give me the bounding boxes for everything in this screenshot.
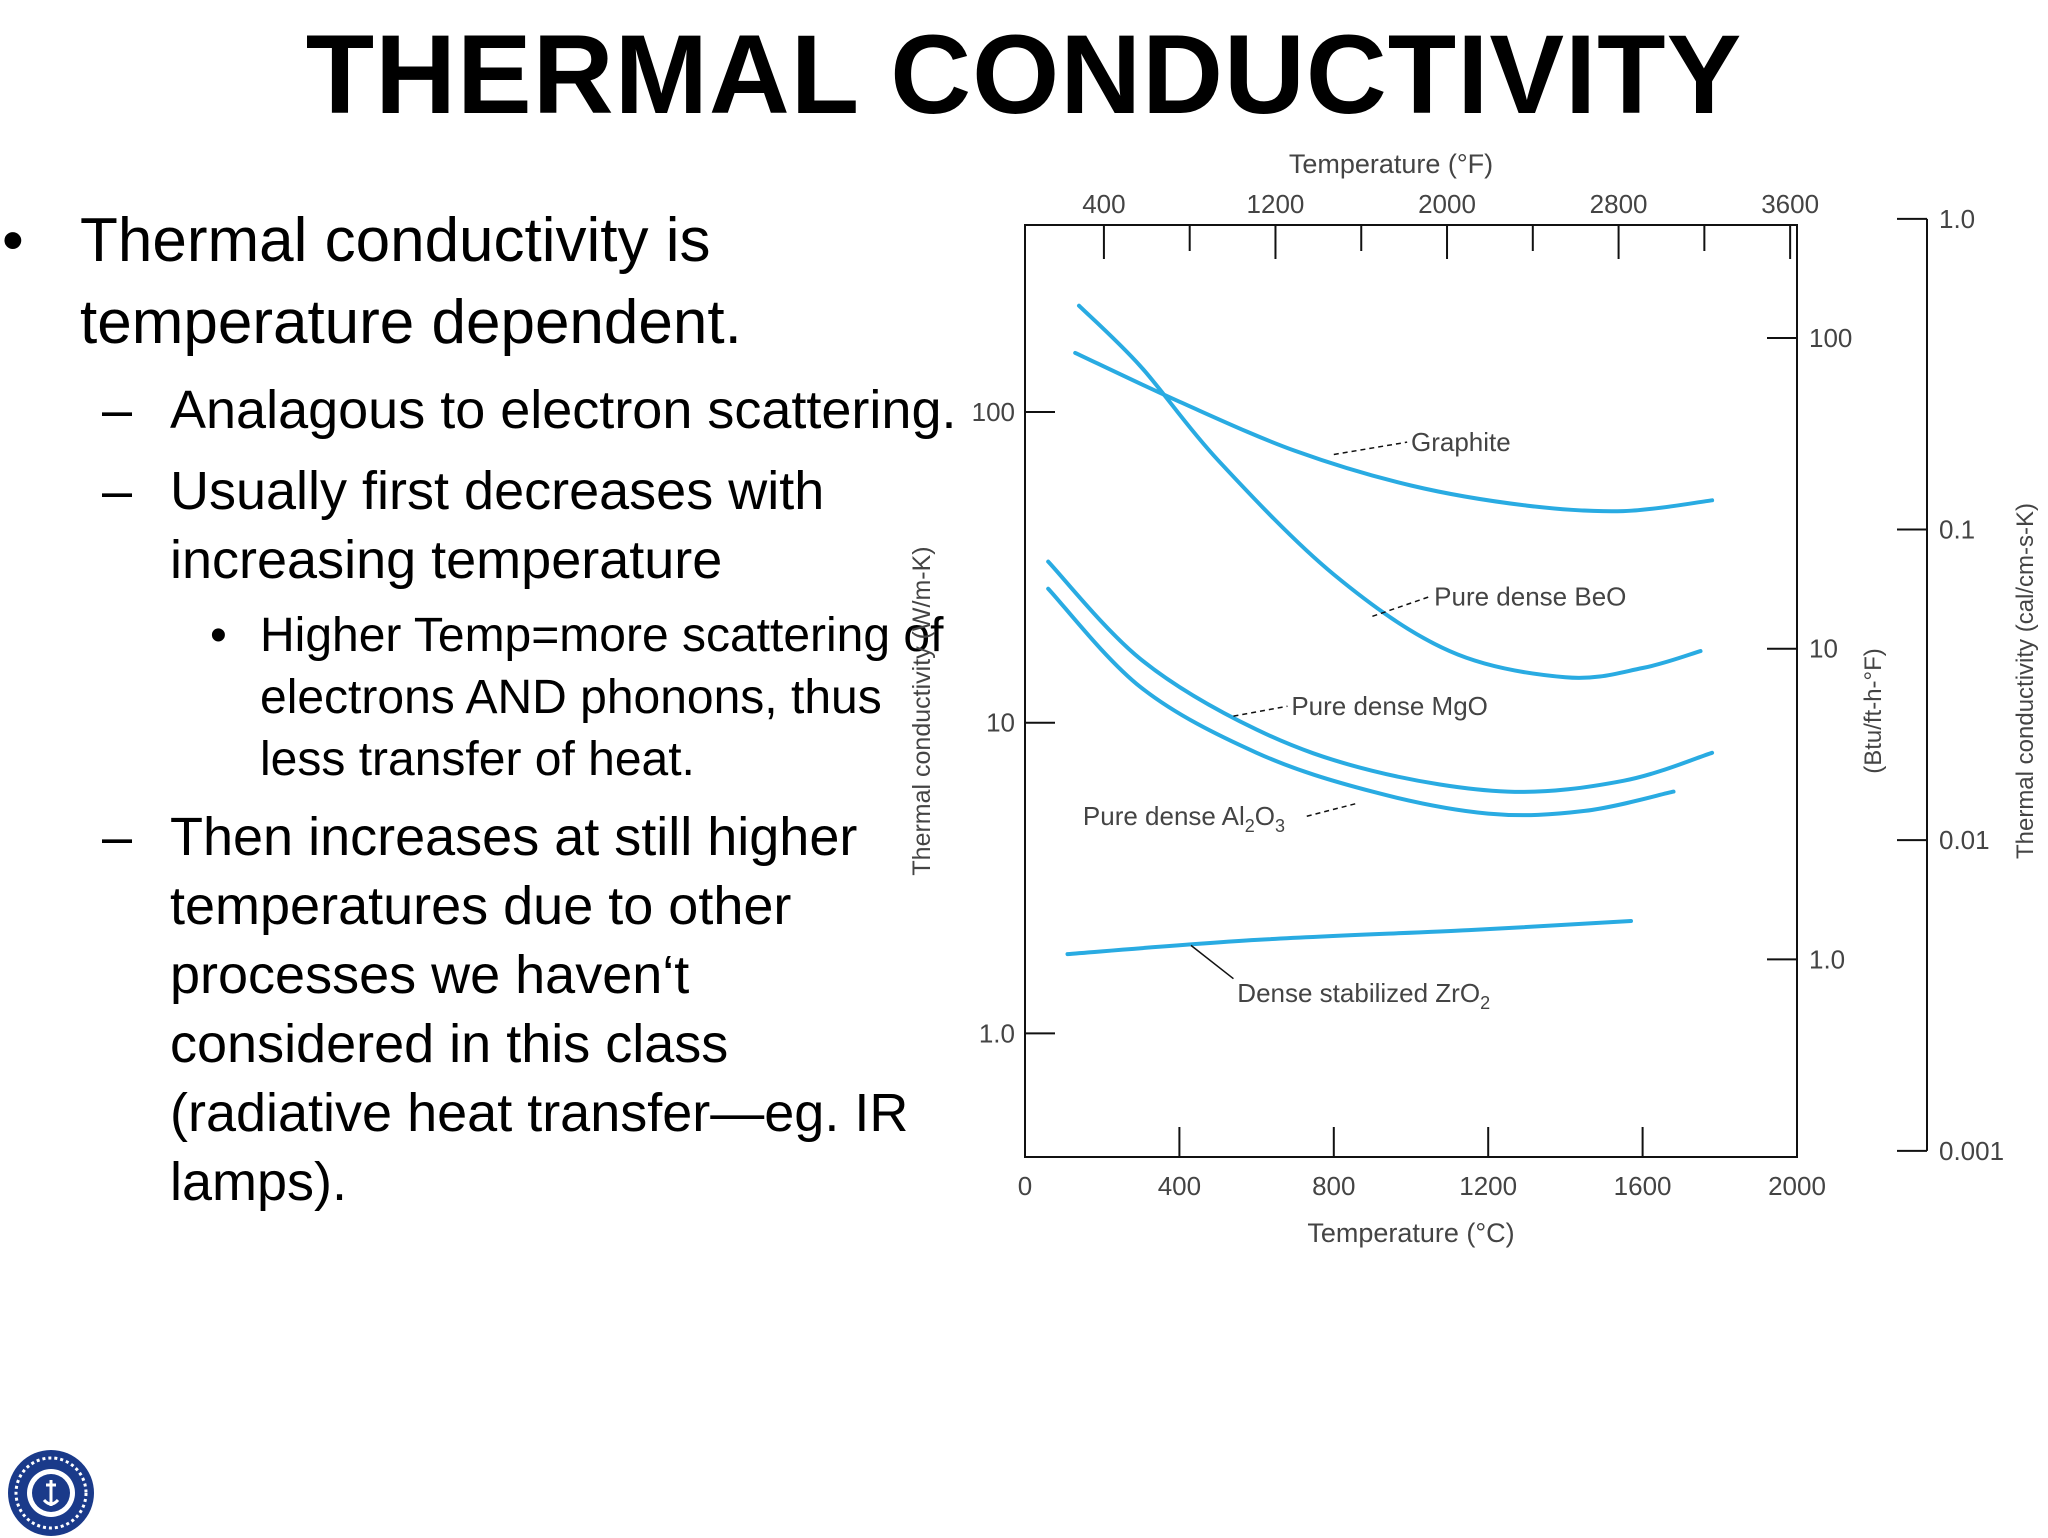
sub-sub-bullet-text: Higher Temp=more scattering of electrons… bbox=[260, 609, 944, 786]
series-mgo bbox=[1046, 559, 1715, 794]
series-graphite bbox=[1073, 350, 1715, 514]
x-top-tick-label: 2000 bbox=[1418, 189, 1476, 219]
leader-beo bbox=[1372, 595, 1431, 618]
annotation-beo: Pure dense BeO bbox=[1434, 581, 1626, 611]
x-top-tick-label: 2800 bbox=[1590, 189, 1648, 219]
dash-marker: – bbox=[102, 807, 133, 867]
annotation-graphite: Graphite bbox=[1411, 427, 1511, 457]
y-right1-axis-label: (Btu/ft-h-°F) bbox=[1860, 648, 1887, 774]
university-seal-logo bbox=[8, 1450, 94, 1536]
x-top-tick-label: 1200 bbox=[1247, 189, 1305, 219]
x-axis-label: Temperature (°C) bbox=[1307, 1218, 1514, 1248]
chart-labels: 0 400 800 1200 1600 2000 Temperature (°C) 400 12… bbox=[908, 149, 2039, 1248]
x-tick-label: 2000 bbox=[1768, 1171, 1826, 1201]
annotation-zro2: Dense stabilized ZrO2 bbox=[1237, 978, 1490, 1013]
y-right1-tick-label: 10 bbox=[1809, 634, 1838, 664]
y-right2-tick-label: 0.001 bbox=[1939, 1136, 2004, 1166]
dash-marker: – bbox=[102, 461, 133, 521]
leader-zro2 bbox=[1190, 944, 1234, 980]
leader-al2o3 bbox=[1306, 802, 1358, 817]
y-axis-label: Thermal conductivity (W/m-K) bbox=[908, 546, 936, 875]
y-right2-tick-label: 0.1 bbox=[1939, 514, 1975, 544]
small-bullet-marker: • bbox=[210, 609, 227, 662]
y-right1-tick-label: 1.0 bbox=[1809, 944, 1845, 974]
y-right2-tick-label: 1.0 bbox=[1939, 204, 1975, 234]
sub-bullet-1-text: Analagous to electron scattering. bbox=[170, 380, 957, 440]
leader-mgo bbox=[1233, 705, 1288, 717]
dash-marker: – bbox=[102, 380, 133, 440]
y-tick-label: 100 bbox=[972, 397, 1015, 427]
x-tick-label: 1200 bbox=[1459, 1171, 1517, 1201]
bullet-marker: • bbox=[2, 206, 24, 275]
sub-bullet-1: – Analagous to electron scattering. bbox=[0, 376, 960, 445]
plot-frame bbox=[1024, 224, 1798, 1158]
sub-sub-bullet: • Higher Temp=more scattering of electro… bbox=[0, 605, 960, 791]
slide-title: THERMAL CONDUCTIVITY bbox=[305, 12, 1743, 137]
y-right2-axis-label: Thermal conductivity (cal/cm-s-K) bbox=[2012, 503, 2039, 859]
annotation-mgo: Pure dense MgO bbox=[1291, 691, 1488, 721]
x-tick-label: 1600 bbox=[1614, 1171, 1672, 1201]
series-zro2 bbox=[1065, 919, 1633, 957]
thermal-conductivity-chart: 0 400 800 1200 1600 2000 Temperature (°C) 400 12… bbox=[908, 149, 2039, 1248]
y-right2-tick-label: 0.01 bbox=[1939, 825, 1990, 855]
chart-axes bbox=[1024, 217, 1928, 1158]
leader-graphite bbox=[1333, 441, 1408, 456]
bullet-list: • Thermal conductivity is temperature de… bbox=[0, 200, 960, 1217]
annotation-al2o3: Pure dense Al2O3 bbox=[1083, 801, 1285, 836]
x-tick-label: 800 bbox=[1312, 1171, 1355, 1201]
y-tick-label: 10 bbox=[986, 708, 1015, 738]
bullet-main: • Thermal conductivity is temperature de… bbox=[0, 200, 960, 364]
sub-bullet-2-text: Usually first decreases with increasing … bbox=[170, 461, 825, 590]
x-tick-label: 400 bbox=[1158, 1171, 1201, 1201]
sub-bullet-2: – Usually first decreases with increasin… bbox=[0, 457, 960, 595]
series-beo bbox=[1077, 303, 1703, 680]
x-tick-label: 0 bbox=[1018, 1171, 1032, 1201]
chart-series bbox=[1046, 303, 1715, 957]
x-top-tick-label: 400 bbox=[1082, 189, 1125, 219]
sub-bullet-3: – Then increases at still higher tempera… bbox=[0, 803, 960, 1217]
bullet-main-text: Thermal conductivity is temperature depe… bbox=[80, 206, 742, 357]
sub-bullet-3-text: Then increases at still higher temperatu… bbox=[170, 807, 909, 1212]
y-tick-label: 1.0 bbox=[979, 1018, 1015, 1048]
x-top-tick-label: 3600 bbox=[1761, 189, 1819, 219]
x-top-axis-label: Temperature (°F) bbox=[1289, 149, 1493, 179]
y-right1-tick-label: 100 bbox=[1809, 323, 1852, 353]
series-al2o3 bbox=[1046, 586, 1676, 818]
